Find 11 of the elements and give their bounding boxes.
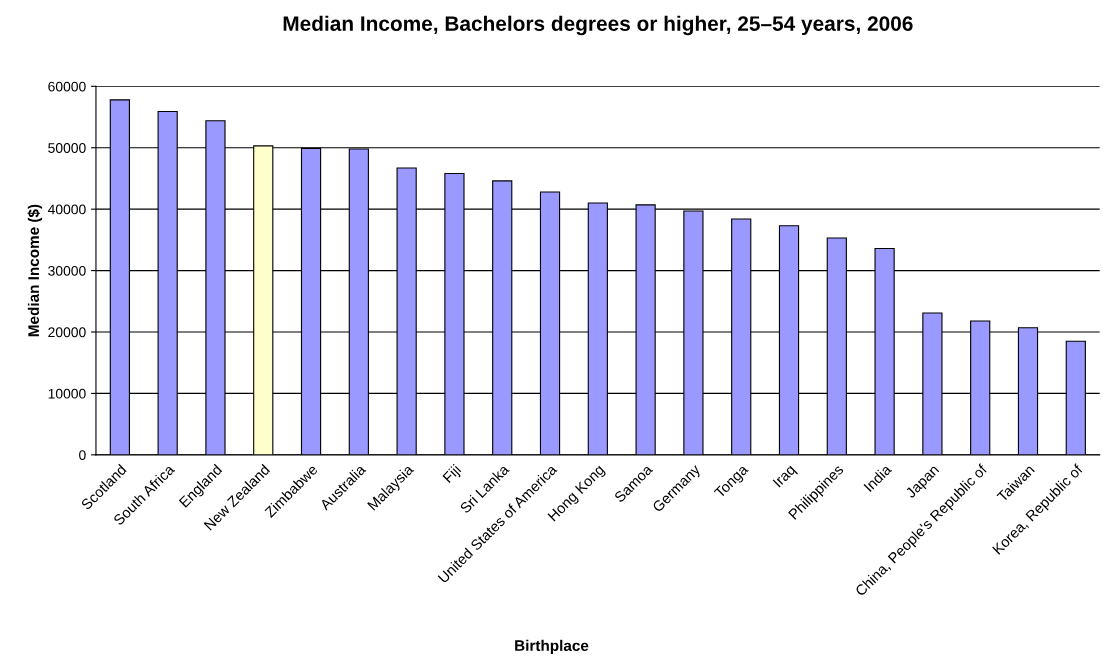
y-tick-label: 40000: [47, 204, 86, 215]
x-tick-label: Fiji: [442, 463, 464, 486]
chart-title: Median Income, Bachelors degrees or higher, 25–54 years, 2006: [283, 15, 913, 36]
y-tick-label: 10000: [48, 388, 86, 399]
x-axis-title: Birthplace: [515, 639, 589, 655]
y-tick-label: 50000: [48, 143, 86, 153]
y-tick-label: 20000: [48, 327, 86, 338]
y-tick-label: 0: [79, 450, 86, 461]
y-tick-label: 60000: [48, 81, 86, 92]
y-axis-title: Median Income ($): [27, 204, 43, 337]
y-tick-label: 30000: [48, 265, 86, 276]
